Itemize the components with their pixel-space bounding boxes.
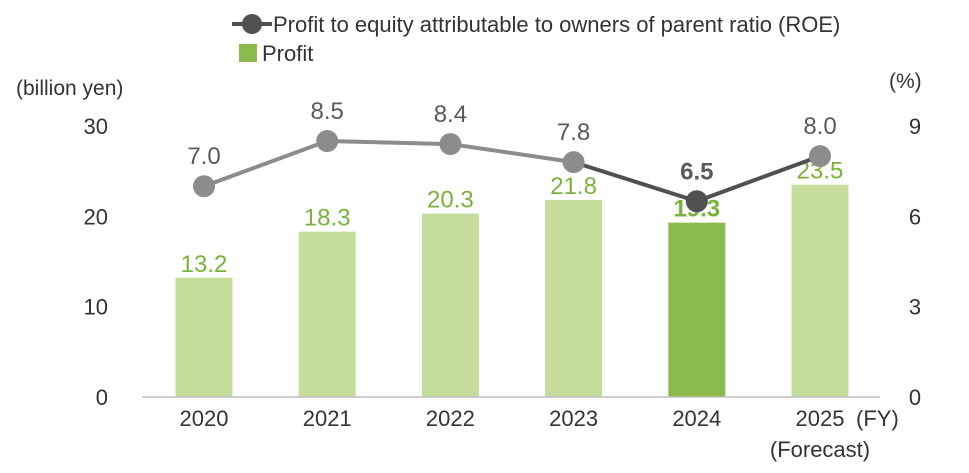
left-axis-tick: 20 xyxy=(84,204,108,229)
roe-point xyxy=(439,133,462,156)
legend-item-profit: Profit xyxy=(239,41,313,66)
profit-bar xyxy=(668,222,726,397)
roe-line-segment xyxy=(572,160,698,204)
roe-value-label: 8.5 xyxy=(311,98,344,125)
category-label: 2023 xyxy=(549,406,598,431)
left-axis-tick: 0 xyxy=(96,385,108,410)
profit-bar xyxy=(175,277,233,397)
right-axis-unit-label: (%) xyxy=(889,70,922,93)
profit-bar xyxy=(298,231,356,397)
legend: Profit to equity attributable to owners … xyxy=(232,12,840,66)
legend-profit-label: Profit xyxy=(262,41,313,66)
profit-value-label: 18.3 xyxy=(304,205,351,232)
profit-value-label: 13.2 xyxy=(181,251,228,278)
legend-profit-swatch xyxy=(239,44,257,62)
roe-line-segment xyxy=(696,154,821,204)
legend-roe-label: Profit to equity attributable to owners … xyxy=(273,12,840,37)
profit-bar-labels: 13.2 18.3 20.3 21.8 19.3 23.5 xyxy=(181,158,844,278)
roe-point xyxy=(809,145,831,168)
roe-point xyxy=(316,130,339,153)
roe-points xyxy=(193,130,831,213)
roe-value-label: 8.0 xyxy=(803,113,836,140)
roe-point xyxy=(685,190,708,213)
profit-bar xyxy=(545,200,603,397)
profit-bar xyxy=(791,184,849,397)
roe-point xyxy=(562,151,585,174)
roe-point xyxy=(193,175,215,198)
category-label: 2020 xyxy=(180,406,229,431)
legend-roe-dot-marker xyxy=(242,14,262,34)
category-label: 2024 xyxy=(672,406,721,431)
roe-line xyxy=(203,139,821,204)
category-label: 2021 xyxy=(303,406,352,431)
category-label: 2025 xyxy=(796,406,845,431)
roe-labels: 7.0 8.5 8.4 7.8 6.5 8.0 xyxy=(187,98,836,185)
right-axis-tick: 0 xyxy=(909,385,921,410)
right-axis-tick: 9 xyxy=(909,114,921,139)
left-axis-tick: 10 xyxy=(84,295,108,320)
left-axis-tick: 30 xyxy=(84,114,108,139)
roe-value-label: 6.5 xyxy=(680,158,713,185)
roe-line-segment xyxy=(203,139,328,189)
right-axis-tick: 3 xyxy=(909,295,921,320)
forecast-note: (Forecast) xyxy=(770,437,870,462)
left-axis-ticks: 0 10 20 30 xyxy=(84,114,108,410)
x-axis-categories: 2020 2021 2022 2023 2024 2025 xyxy=(180,406,845,431)
left-axis-unit-label: (billion yen) xyxy=(16,77,123,100)
profit-bars xyxy=(175,184,849,397)
right-axis-ticks: 0 3 6 9 xyxy=(909,114,921,410)
fiscal-year-suffix: (FY) xyxy=(856,406,899,431)
roe-line-segment xyxy=(327,139,451,147)
roe-value-label: 8.4 xyxy=(434,101,467,128)
legend-item-roe: Profit to equity attributable to owners … xyxy=(232,12,840,37)
profit-value-label: 21.8 xyxy=(550,173,597,200)
category-label: 2022 xyxy=(426,406,475,431)
roe-line-segment xyxy=(450,142,574,165)
roe-value-label: 7.8 xyxy=(557,119,590,146)
profit-value-label: 20.3 xyxy=(427,187,474,214)
profit-bar xyxy=(421,213,479,397)
roe-value-label: 7.0 xyxy=(187,143,220,170)
right-axis-tick: 6 xyxy=(909,204,921,229)
